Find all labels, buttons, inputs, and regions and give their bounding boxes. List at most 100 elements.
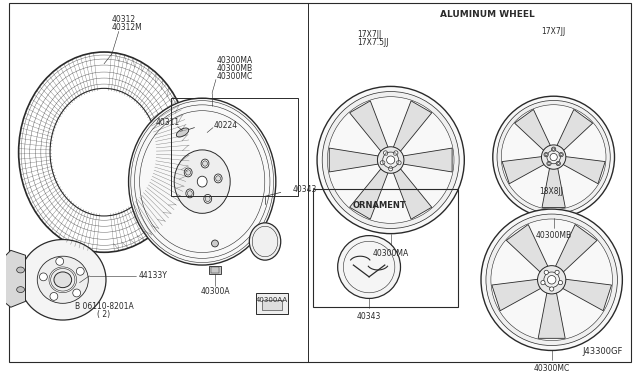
Ellipse shape [20,240,106,320]
Ellipse shape [37,256,88,303]
Text: 17X7JJ: 17X7JJ [357,30,381,39]
Polygon shape [557,109,593,150]
Circle shape [547,150,561,164]
Bar [256,292,287,314]
Text: ALUMINUM WHEEL: ALUMINUM WHEEL [440,10,534,19]
Circle shape [550,153,557,161]
Polygon shape [394,169,432,219]
Circle shape [383,151,388,155]
Circle shape [50,292,58,300]
Text: 17X7JJ: 17X7JJ [541,27,566,36]
Circle shape [486,214,618,346]
Circle shape [491,219,612,341]
Polygon shape [394,101,432,151]
Text: 40300MC: 40300MC [217,72,253,81]
Polygon shape [506,224,548,272]
Polygon shape [542,169,565,208]
Circle shape [388,167,393,171]
Circle shape [385,153,388,155]
Ellipse shape [201,159,209,168]
Ellipse shape [129,98,276,265]
Circle shape [552,147,556,151]
Circle shape [550,287,554,291]
Circle shape [548,162,550,164]
Circle shape [538,266,566,294]
Ellipse shape [216,176,221,181]
Circle shape [387,156,395,164]
Circle shape [558,280,563,285]
Circle shape [501,105,606,209]
Text: B 06110-8201A: B 06110-8201A [75,302,133,311]
Text: 40312: 40312 [112,15,136,24]
Bar [313,189,458,307]
Polygon shape [502,157,544,184]
Text: 40311: 40311 [156,118,180,127]
Polygon shape [349,101,388,151]
Circle shape [394,153,396,155]
Circle shape [378,147,404,173]
Text: 17X7.5JJ: 17X7.5JJ [357,38,389,47]
Text: 40300MA: 40300MA [372,249,409,258]
Circle shape [547,276,556,284]
Ellipse shape [174,150,230,213]
Text: 18X8JJ: 18X8JJ [540,187,564,196]
Circle shape [322,92,459,228]
Ellipse shape [177,128,189,137]
Circle shape [383,152,399,168]
Circle shape [497,100,611,214]
Circle shape [544,153,548,157]
Text: 40312M: 40312M [112,23,143,32]
Text: 40300MA: 40300MA [217,57,253,65]
Circle shape [396,161,399,164]
Ellipse shape [186,170,191,175]
Polygon shape [515,109,550,150]
Circle shape [493,96,614,218]
Ellipse shape [186,189,194,198]
Polygon shape [563,157,605,184]
Bar [171,98,298,196]
Ellipse shape [197,176,207,187]
Ellipse shape [205,196,210,202]
Polygon shape [0,250,26,307]
Circle shape [552,148,555,150]
Circle shape [56,257,63,265]
Text: 40300MB: 40300MB [217,64,253,73]
Circle shape [544,270,548,275]
Bar [262,301,282,310]
Circle shape [555,270,559,275]
Circle shape [556,161,561,166]
Text: 40300MC: 40300MC [534,364,570,372]
Text: 40224: 40224 [214,121,238,130]
Circle shape [541,145,566,169]
Polygon shape [329,148,378,172]
Circle shape [389,166,392,169]
Polygon shape [349,169,388,219]
Polygon shape [492,279,541,311]
Circle shape [73,289,81,297]
Text: 40300AA: 40300AA [256,298,288,304]
Ellipse shape [184,168,192,177]
Text: 40300A: 40300A [200,287,230,296]
Polygon shape [563,279,612,311]
Circle shape [557,162,559,164]
Ellipse shape [204,195,212,203]
Bar [209,266,221,274]
Circle shape [547,161,551,166]
Text: J43300GF: J43300GF [582,347,622,356]
Polygon shape [556,224,597,272]
Ellipse shape [17,267,24,273]
Text: 40343: 40343 [292,185,317,194]
Circle shape [559,153,563,157]
Circle shape [545,154,547,156]
Circle shape [380,161,385,165]
Text: ( 2): ( 2) [97,310,111,319]
Ellipse shape [188,191,192,196]
Text: ORNAMENT: ORNAMENT [353,201,406,210]
Circle shape [40,273,47,281]
Ellipse shape [212,240,218,247]
Circle shape [328,97,454,223]
Circle shape [481,209,622,350]
Circle shape [397,161,401,165]
Ellipse shape [214,174,222,183]
Circle shape [541,280,545,285]
